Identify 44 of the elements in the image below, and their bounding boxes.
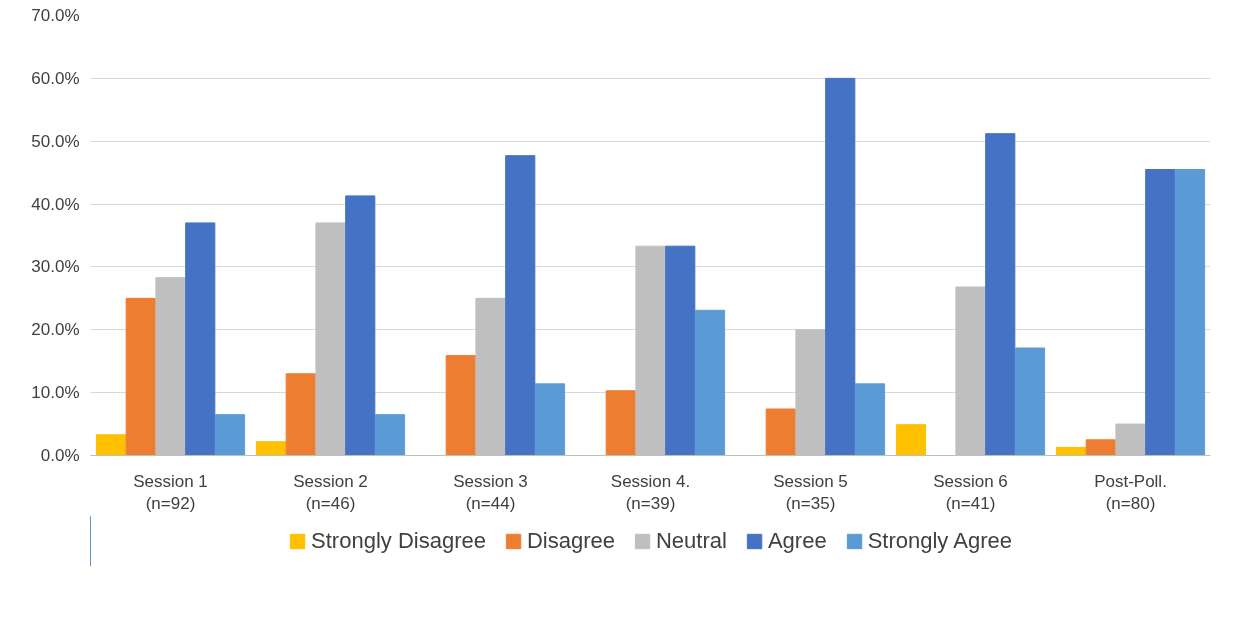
y-tick-label: 70.0% [31, 6, 80, 25]
bar [985, 133, 1016, 456]
y-tick-label: 50.0% [31, 131, 80, 151]
y-tick-label: 20.0% [31, 320, 80, 340]
legend-label: Agree [767, 528, 827, 554]
x-tick-label: Session 1 (n=92) [133, 471, 208, 514]
x-tick-label: Session 5 (n=35) [773, 471, 848, 514]
bar [1174, 169, 1206, 456]
bar [665, 245, 696, 456]
bar [605, 390, 636, 456]
bar [505, 155, 536, 456]
bar [765, 408, 796, 456]
bar [854, 383, 886, 456]
x-tick-label: Session 4. (n=39) [610, 471, 691, 514]
legend-label: Strongly Disagree [311, 528, 486, 554]
x-tick-label: Session 3 (n=44) [453, 471, 528, 514]
bar [185, 222, 216, 456]
y-tick-label: 40.0% [31, 194, 80, 214]
legend-label: Neutral [655, 528, 727, 554]
bar [694, 309, 726, 456]
bar [255, 441, 287, 456]
bar [285, 373, 316, 456]
bar [1145, 169, 1176, 456]
y-tick-label: 60.0% [31, 68, 80, 88]
y-tick-label: 10.0% [31, 383, 80, 403]
bar [1055, 446, 1087, 456]
y-tick-label: 30.0% [31, 257, 80, 277]
x-tick-label: Session 2 (n=46) [293, 471, 368, 514]
bar [534, 383, 566, 456]
legend-label: Strongly Agree [867, 528, 1012, 554]
bar [214, 414, 246, 456]
bar [895, 424, 927, 456]
bar [825, 77, 856, 456]
x-tick-label: Post-Poll. (n=80) [1094, 471, 1167, 514]
legend-label: Disagree [526, 528, 615, 554]
bar [1014, 347, 1046, 456]
bar [345, 195, 376, 456]
bar [445, 355, 476, 456]
bar [1085, 439, 1116, 456]
bar [95, 434, 127, 456]
bar [374, 414, 406, 456]
bar [125, 297, 156, 456]
x-tick-label: Session 6 (n=41) [933, 471, 1008, 514]
y-tick-label: 0.0% [40, 446, 80, 465]
